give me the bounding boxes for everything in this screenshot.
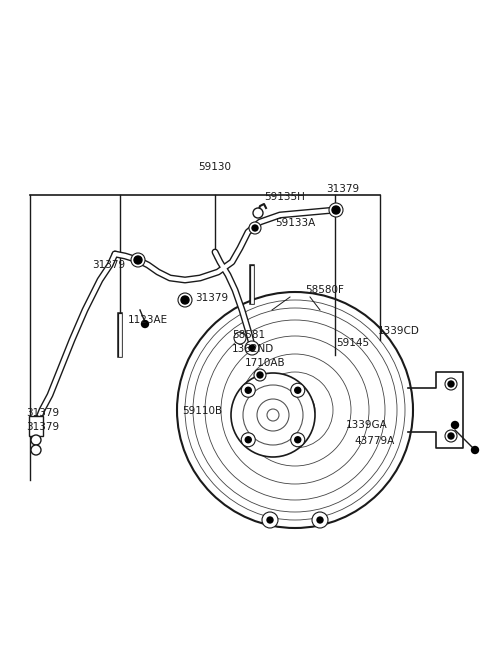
Circle shape — [234, 332, 246, 344]
Circle shape — [295, 387, 301, 393]
Text: 31379: 31379 — [195, 293, 228, 303]
Text: 31379: 31379 — [26, 422, 59, 432]
Circle shape — [332, 206, 340, 214]
Text: 59130: 59130 — [199, 162, 231, 172]
Circle shape — [445, 378, 457, 390]
Text: 31379: 31379 — [92, 260, 125, 270]
Circle shape — [31, 435, 41, 445]
Text: 1339GA: 1339GA — [346, 420, 388, 430]
Circle shape — [181, 296, 189, 304]
Circle shape — [178, 293, 192, 307]
Circle shape — [448, 433, 454, 439]
Text: 1339CD: 1339CD — [378, 326, 420, 336]
Circle shape — [31, 445, 41, 455]
Circle shape — [249, 222, 261, 234]
Circle shape — [245, 341, 259, 355]
Text: 58581: 58581 — [232, 330, 265, 340]
Circle shape — [262, 512, 278, 528]
Circle shape — [131, 253, 145, 267]
Circle shape — [317, 517, 323, 523]
Text: 58580F: 58580F — [305, 285, 344, 295]
Text: 59135H: 59135H — [264, 192, 305, 202]
Text: 59133A: 59133A — [275, 218, 315, 228]
Circle shape — [254, 369, 266, 381]
Text: 31379: 31379 — [26, 408, 59, 418]
Circle shape — [452, 422, 458, 428]
Circle shape — [312, 512, 328, 528]
Circle shape — [267, 517, 273, 523]
Circle shape — [445, 430, 457, 442]
Text: 31379: 31379 — [326, 184, 359, 194]
Circle shape — [448, 381, 454, 387]
Circle shape — [291, 433, 305, 447]
Text: 1362ND: 1362ND — [232, 344, 274, 354]
Circle shape — [471, 447, 479, 453]
Text: 59110B: 59110B — [182, 406, 222, 416]
Text: 1710AB: 1710AB — [245, 358, 286, 368]
Text: 1123AE: 1123AE — [128, 315, 168, 325]
Circle shape — [252, 225, 258, 231]
Circle shape — [329, 203, 343, 217]
Circle shape — [291, 383, 305, 397]
Circle shape — [231, 373, 315, 457]
Bar — [29, 416, 43, 436]
Circle shape — [295, 437, 301, 443]
Text: 43779A: 43779A — [354, 436, 394, 446]
Circle shape — [257, 372, 263, 378]
Circle shape — [134, 256, 142, 264]
Circle shape — [249, 345, 255, 351]
Circle shape — [241, 433, 255, 447]
Circle shape — [253, 208, 263, 218]
Circle shape — [142, 320, 148, 328]
Text: 59145: 59145 — [336, 338, 369, 348]
Circle shape — [177, 292, 413, 528]
Circle shape — [245, 387, 251, 393]
Circle shape — [245, 437, 251, 443]
Circle shape — [241, 383, 255, 397]
